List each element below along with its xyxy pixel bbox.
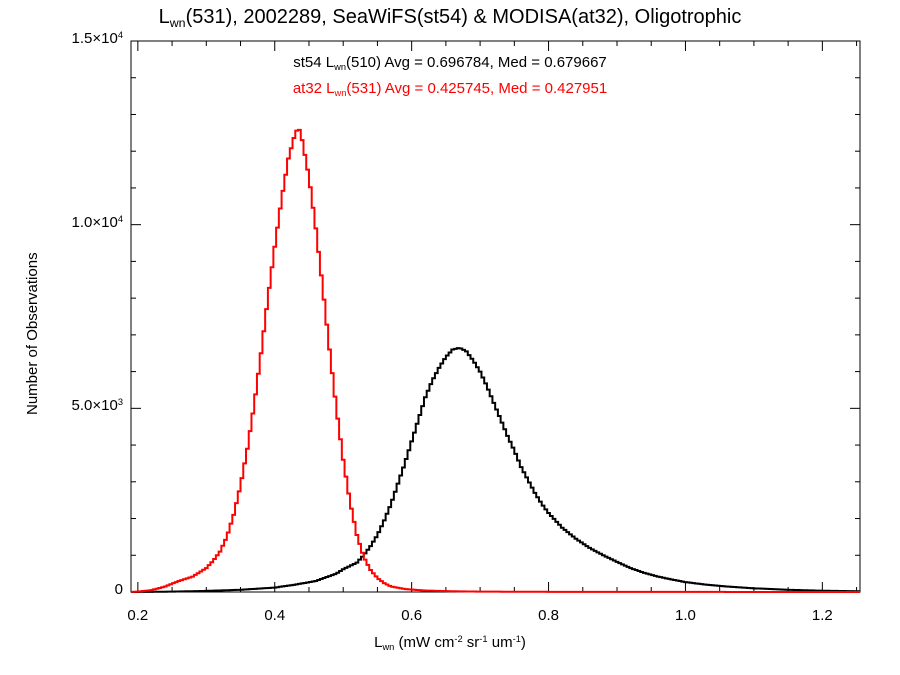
chart-title: Lwn(531), 2002289, SeaWiFS(st54) & MODIS… [158, 6, 742, 31]
series-layer [131, 128, 861, 593]
y-tick-label: 0 [114, 581, 123, 598]
stats-annotation-at32: at32 Lwn(531) Avg = 0.425745, Med = 0.42… [292, 80, 608, 99]
axis-ticks: 0.2 0.4 0.6 0.8 1.0 1.2 [127, 40, 860, 624]
y-tick-label: 1.0×104 [71, 213, 123, 231]
y-tick-label: 5.0×103 [71, 397, 123, 415]
series-line-st54 [131, 347, 861, 593]
series-line-at32 [131, 128, 860, 593]
x-tick-label: 1.0 [675, 607, 696, 624]
x-tick-label: 1.2 [812, 607, 833, 624]
x-tick-label: 0.8 [538, 607, 559, 624]
x-tick-label: 0.4 [264, 607, 285, 624]
plot-frame [130, 40, 861, 593]
x-tick-label: 0.6 [401, 607, 422, 624]
y-axis-label: Number of Observations [24, 252, 41, 415]
y-tick-label: 1.5×104 [71, 29, 123, 47]
x-axis-label: Lwn (mW cm-2 sr-1 um-1) [374, 633, 526, 653]
stats-annotation-st54: st54 Lwn(510) Avg = 0.696784, Med = 0.67… [293, 54, 607, 73]
x-tick-label: 0.2 [127, 607, 148, 624]
